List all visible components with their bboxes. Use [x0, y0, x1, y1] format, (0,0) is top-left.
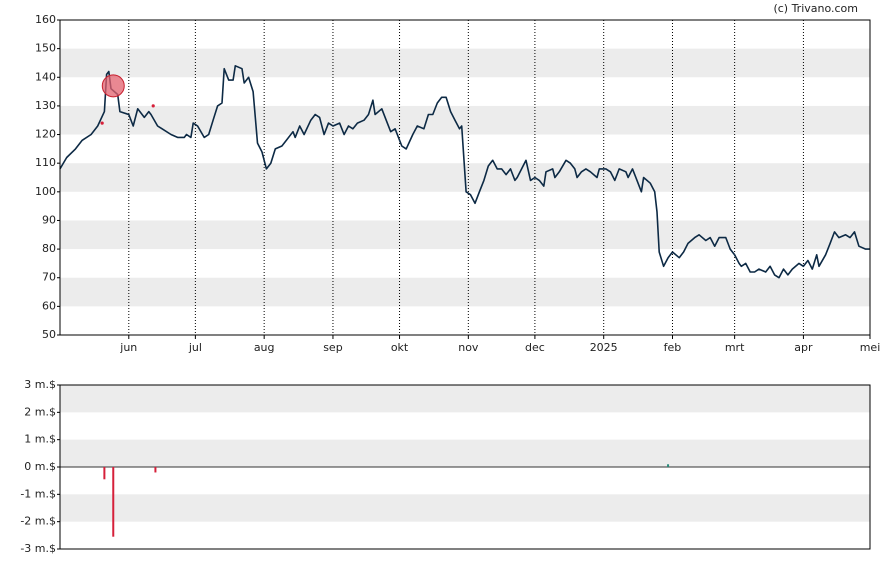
bar [667, 464, 670, 467]
bar [112, 467, 115, 537]
y-tick-label: 140 [35, 70, 56, 83]
y-tick-label: 70 [42, 271, 56, 284]
band [60, 277, 870, 307]
bar [154, 467, 157, 473]
x-tick-label: dec [525, 341, 545, 354]
y-tick-label: 80 [42, 242, 56, 255]
x-tick-label: aug [254, 341, 275, 354]
y-tick-label: 2 m.$ [24, 405, 56, 418]
x-tick-label: sep [323, 341, 342, 354]
y-tick-label: 60 [42, 299, 56, 312]
y-tick-label: 90 [42, 213, 56, 226]
trade-marker [151, 104, 155, 108]
y-tick-label: 100 [35, 185, 56, 198]
x-tick-label: mei [860, 341, 881, 354]
x-tick-label: 2025 [590, 341, 618, 354]
x-tick-label: apr [794, 341, 813, 354]
bar [103, 467, 106, 480]
plot-frame [59, 19, 871, 336]
band [60, 48, 870, 78]
y-tick-label: 120 [35, 128, 56, 141]
y-tick-label: 130 [35, 99, 56, 112]
plot-frame [59, 384, 871, 550]
credit: (c) Trivano.com [773, 2, 858, 15]
x-tick-label: jun [119, 341, 137, 354]
y-tick-label: -1 m.$ [20, 487, 56, 500]
y-tick-label: -3 m.$ [20, 542, 56, 555]
y-tick-label: 110 [35, 156, 56, 169]
band [60, 494, 870, 522]
y-tick-label: 150 [35, 42, 56, 55]
price-line [59, 65, 870, 279]
y-tick-label: 1 m.$ [24, 433, 56, 446]
y-tick-label: 160 [35, 13, 56, 26]
y-tick-label: -2 m.$ [20, 515, 56, 528]
y-tick-label: 3 m.$ [24, 378, 56, 391]
x-tick-label: feb [664, 341, 682, 354]
y-tick-label: 0 m.$ [24, 460, 56, 473]
band [60, 439, 870, 467]
highlight-marker [101, 74, 125, 98]
y-tick-label: 50 [42, 328, 56, 341]
x-tick-label: nov [458, 341, 479, 354]
trade-marker [100, 121, 104, 125]
x-tick-label: jul [188, 341, 202, 354]
band [60, 220, 870, 250]
band [60, 105, 870, 135]
band [60, 385, 870, 413]
x-tick-label: okt [391, 341, 409, 354]
x-tick-label: mrt [725, 341, 745, 354]
